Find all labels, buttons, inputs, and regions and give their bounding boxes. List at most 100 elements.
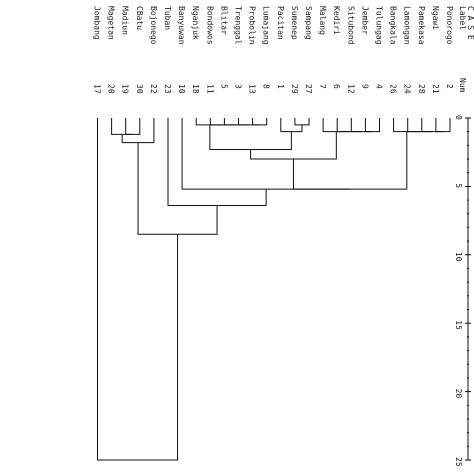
case-number: 10 [177,84,186,94]
case-row: Ngawi 21 [431,6,440,94]
case-label: Kediri [332,6,341,35]
case-number: 2 [445,84,454,89]
case-label: CBatu [135,6,144,30]
scale-tick-label: 25 [454,457,463,467]
case-label: Malang [318,6,327,35]
dendrogram-branch [250,131,337,160]
dendrogram-branch [137,142,218,235]
case-row: Situbond 12 [346,6,355,94]
dendrogram-branch [322,118,350,133]
case-label: Tuban [163,6,172,30]
dendrogram-branch [97,118,179,461]
case-number: 30 [135,84,144,94]
case-row: Pamekasa 28 [417,6,426,94]
dendrogram-branch [209,124,292,150]
case-label: Pamekasa [417,6,426,45]
scale-tick-label: 10 [454,252,463,262]
case-label: Jember [360,6,369,35]
case-row: Jember 9 [360,6,369,89]
case-number: 23 [163,84,172,94]
case-label: Bojonego [149,6,158,45]
case-row: Tulungag 4 [375,6,384,89]
case-label: Probolin [248,6,257,45]
case-number: 17 [93,84,102,94]
case-label: Lumajang [262,6,271,45]
case-row: Madiun 19 [121,6,130,94]
case-label: Banyuwan [177,6,186,45]
case-row: Blitar 5 [219,6,228,89]
case-number: 24 [403,84,412,94]
dendrogram-branch [292,131,408,190]
case-row: Tuban 23 [163,6,172,94]
scale-tick-label: 5 [454,183,463,188]
dendrogram-branch [350,118,373,133]
case-row: Pacitan 1 [276,6,285,89]
case-number: 26 [389,84,398,94]
case-label: Ponorogo [445,6,454,45]
dendrogram-branch [121,118,155,144]
case-row: Kediri 6 [332,6,341,89]
case-rows: Ponorogo 2 Ngawi 21 Pamekasa 28 Lamongan 24 Bang… [93,6,455,94]
dendrogram-branch [336,118,362,133]
case-number: 18 [191,84,200,94]
case-label: Nganjuk [191,6,200,40]
case-label: Pacitan [276,6,285,40]
case-number: 8 [262,84,271,89]
case-number: 28 [417,84,426,94]
scale-axis: 0 5 10 15 20 25 [454,115,471,467]
dendrogram-branch [393,118,421,133]
num-heading: Num [458,78,467,93]
case-label: Bangkala [389,6,398,45]
case-label: Sampang [304,6,313,40]
case-row: Bojonego 22 [149,6,158,94]
case-label: Tulungag [375,6,384,45]
case-row: CBatu 30 [135,6,144,94]
case-number: 22 [149,84,158,94]
case-number: 21 [431,84,440,94]
case-number: 1 [276,84,285,89]
dendrogram-branches [97,118,451,461]
case-heading: C A S E [466,6,474,40]
dendrogram-branch [195,118,224,126]
case-row: Bangkala 26 [389,6,398,94]
case-number: 3 [234,84,243,89]
case-label: Ngawi [431,6,440,30]
dendrogram-branch [125,118,141,135]
dendrogram-branch [223,118,250,126]
case-number: 9 [360,84,369,89]
case-row: Banyuwan 10 [177,6,186,94]
dendrogram-branch [111,118,133,135]
dendrogram-branch [209,118,237,126]
case-row: Bondowos 11 [205,6,214,94]
case-number: 6 [332,84,341,89]
case-label: Blitar [219,6,228,35]
case-number: 5 [219,84,228,89]
case-number: 20 [107,84,116,94]
dendrogram-branch [252,118,268,126]
case-label: Jombang [93,6,102,40]
case-label: Sumenep [290,6,299,40]
dendrogram-branch [167,118,267,207]
case-row: Lamongan 24 [403,6,412,94]
case-row: Sumenep 29 [290,6,299,94]
scale-tick-label: 0 [454,115,463,120]
case-number: 4 [375,84,384,89]
case-row: Malang 7 [318,6,327,89]
dendrogram-branch [181,118,351,190]
dendrogram-branch [294,118,310,126]
case-row: Magetan 20 [107,6,116,94]
case-number: 19 [121,84,130,94]
case-row: Probolin 13 [248,6,257,94]
case-number: 29 [290,84,299,94]
scale-tick-label: 15 [454,320,463,330]
case-number: 27 [304,84,313,94]
case-number: 7 [318,84,327,89]
case-label: Lamongan [403,6,412,45]
case-label: Magetan [107,6,116,40]
case-label: Situbond [346,6,355,45]
dendrogram-branch [421,118,443,133]
scale-tick-label: 20 [454,389,463,399]
case-row: Trenggal 3 [234,6,243,89]
dendrogram-branch [238,118,260,126]
